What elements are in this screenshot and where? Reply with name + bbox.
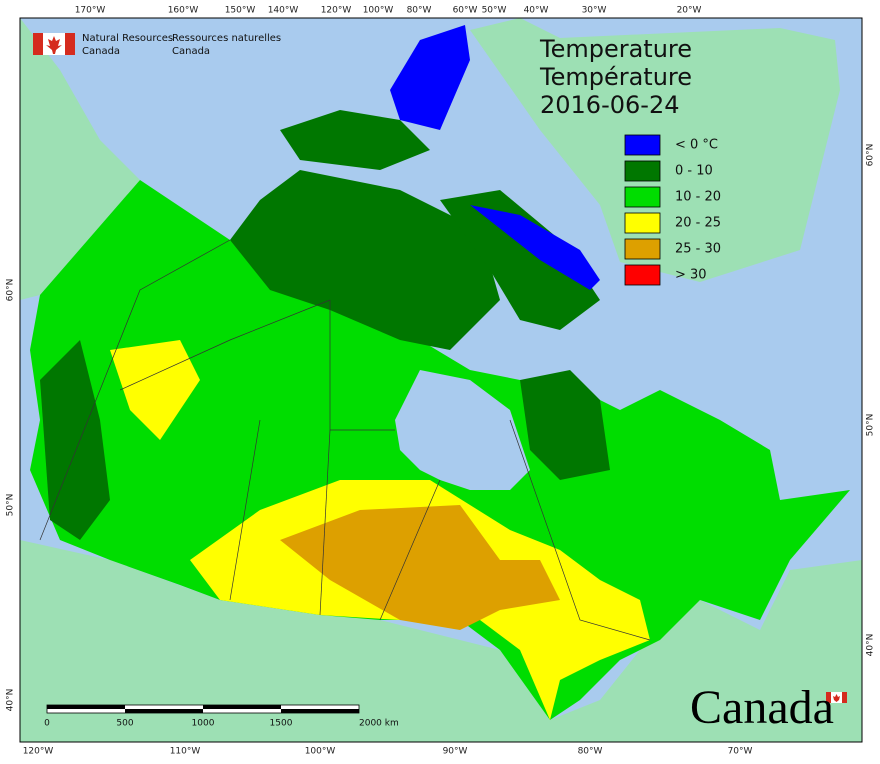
graticule-label: 20°W: [677, 6, 702, 16]
org-name: Canada: [172, 46, 210, 57]
graticule-label: 50°N: [6, 494, 16, 517]
graticule-label: 140°W: [268, 6, 299, 16]
scale-label: 500: [116, 719, 133, 729]
graticule-label: 110°W: [170, 747, 201, 757]
legend-label: < 0 °C: [675, 138, 718, 153]
legend-label: 25 - 30: [675, 242, 721, 257]
graticule-label: 60°N: [866, 144, 876, 167]
arctic-zone: [230, 170, 500, 350]
graticule-label: 70°W: [728, 747, 753, 757]
legend-swatch: [624, 238, 661, 260]
legend-swatch: [624, 186, 661, 208]
legend-label: 0 - 10: [675, 164, 713, 179]
graticule-label: 50°W: [482, 6, 507, 16]
scale-label: 1500: [270, 719, 293, 729]
graticule-label: 120°W: [23, 747, 54, 757]
graticule-label: 40°W: [524, 6, 549, 16]
graticule-label: 50°N: [866, 414, 876, 437]
graticule-label: 120°W: [321, 6, 352, 16]
title: Température: [539, 63, 692, 91]
south-hot: [280, 505, 560, 630]
org-name: Canada: [82, 46, 120, 57]
ellesmere-cold: [390, 25, 470, 130]
graticule-label: 160°W: [168, 6, 199, 16]
graticule-label: 90°W: [443, 747, 468, 757]
hudson-bay: [395, 370, 530, 490]
gc-flag: [33, 33, 75, 55]
bc-warm: [110, 340, 200, 440]
wordmark-flag: [826, 692, 847, 703]
map: [20, 18, 862, 742]
legend-swatch: [624, 134, 661, 156]
org-name: Ressources naturelles: [172, 33, 281, 44]
alaska: [20, 18, 140, 300]
graticule-label: 170°W: [75, 6, 106, 16]
boundaries: [39, 239, 651, 641]
legend-swatch: [624, 264, 661, 286]
graticule-label: 40°N: [866, 634, 876, 657]
baffin-island: [440, 190, 600, 330]
bc-coast: [40, 340, 110, 540]
graticule-label: 100°W: [363, 6, 394, 16]
map-frame: [19, 17, 863, 743]
title: Temperature: [539, 35, 692, 63]
wordmark: Canada: [690, 681, 834, 734]
graticule-label: 60°N: [6, 279, 16, 302]
legend-swatch: [624, 212, 661, 234]
quebec-north: [520, 370, 610, 480]
legend-label: 10 - 20: [675, 190, 721, 205]
usa: [20, 540, 862, 742]
legend-label: > 30: [675, 268, 707, 283]
graticule-label: 30°W: [582, 6, 607, 16]
scale-label: 2000 km: [359, 719, 399, 729]
legend-swatch: [624, 160, 661, 182]
graticule-label: 80°W: [578, 747, 603, 757]
arctic-islands: [280, 110, 430, 170]
baffin-cold: [470, 205, 600, 290]
title: 2016-06-24: [540, 91, 679, 119]
graticule-label: 60°W: [453, 6, 478, 16]
org-name: Natural Resources: [82, 33, 173, 44]
scale-label: 0: [44, 719, 50, 729]
graticule-label: 100°W: [305, 747, 336, 757]
graticule-label: 150°W: [225, 6, 256, 16]
graticule-label: 40°N: [6, 689, 16, 712]
legend-label: 20 - 25: [675, 216, 721, 231]
scale-bar: [46, 704, 360, 714]
graticule-label: 80°W: [407, 6, 432, 16]
scale-label: 1000: [192, 719, 215, 729]
